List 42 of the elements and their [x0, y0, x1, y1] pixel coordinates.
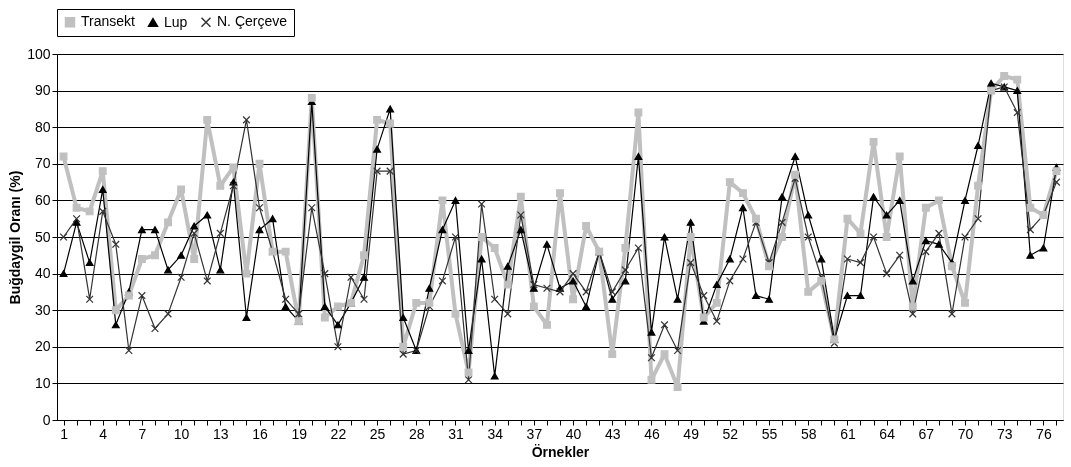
- x-tick-label: 34: [487, 425, 504, 442]
- x-tick-label: 58: [800, 425, 817, 442]
- x-tick-label: 76: [1036, 425, 1052, 442]
- x-tick-label: 37: [526, 425, 543, 442]
- y-tick-label: 0: [42, 411, 51, 428]
- x-tick-label: 7: [138, 425, 147, 442]
- legend-label: Transekt: [81, 13, 136, 30]
- x-tick-label: 43: [604, 425, 621, 442]
- y-axis-title: Buğdaygil Oranı (%): [7, 170, 24, 305]
- x-tick-label: 1: [60, 425, 69, 442]
- x-tick-label: 64: [879, 425, 896, 442]
- x-tick-label: 22: [330, 425, 347, 442]
- x-tick-label: 73: [996, 425, 1013, 442]
- x-tick-label: 40: [565, 425, 582, 442]
- x-tick-label: 52: [722, 425, 739, 442]
- x-tick-label: 4: [99, 425, 108, 442]
- y-tick-label: 30: [34, 301, 51, 318]
- x-tick-label: 70: [957, 425, 974, 442]
- y-tick-label: 90: [34, 82, 51, 99]
- x-tick-label: 25: [369, 425, 386, 442]
- y-tick-label: 80: [34, 118, 51, 135]
- x-tick-label: 16: [252, 425, 268, 442]
- legend-label: Lup: [164, 13, 188, 30]
- y-tick-label: 10: [34, 374, 51, 391]
- x-tick-label: 31: [448, 425, 464, 442]
- x-tick-label: 19: [291, 425, 308, 442]
- x-tick-label: 13: [213, 425, 229, 442]
- x-tick-label: 55: [761, 425, 778, 442]
- legend-label: N. Çerçeve: [217, 13, 288, 30]
- y-tick-label: 60: [34, 191, 51, 208]
- x-tick-label: 46: [644, 425, 660, 442]
- y-tick-label: 70: [34, 155, 51, 172]
- y-tick-label: 50: [34, 228, 51, 245]
- y-tick-label: 20: [34, 338, 51, 355]
- x-tick-label: 28: [409, 425, 425, 442]
- y-tick-label: 100: [27, 45, 51, 62]
- x-tick-label: 61: [840, 425, 856, 442]
- x-tick-label: 67: [918, 425, 935, 442]
- x-axis-title: Örnekler: [531, 443, 590, 460]
- y-tick-label: 40: [34, 265, 51, 282]
- x-tick-label: 49: [683, 425, 700, 442]
- x-tick-label: 10: [173, 425, 190, 442]
